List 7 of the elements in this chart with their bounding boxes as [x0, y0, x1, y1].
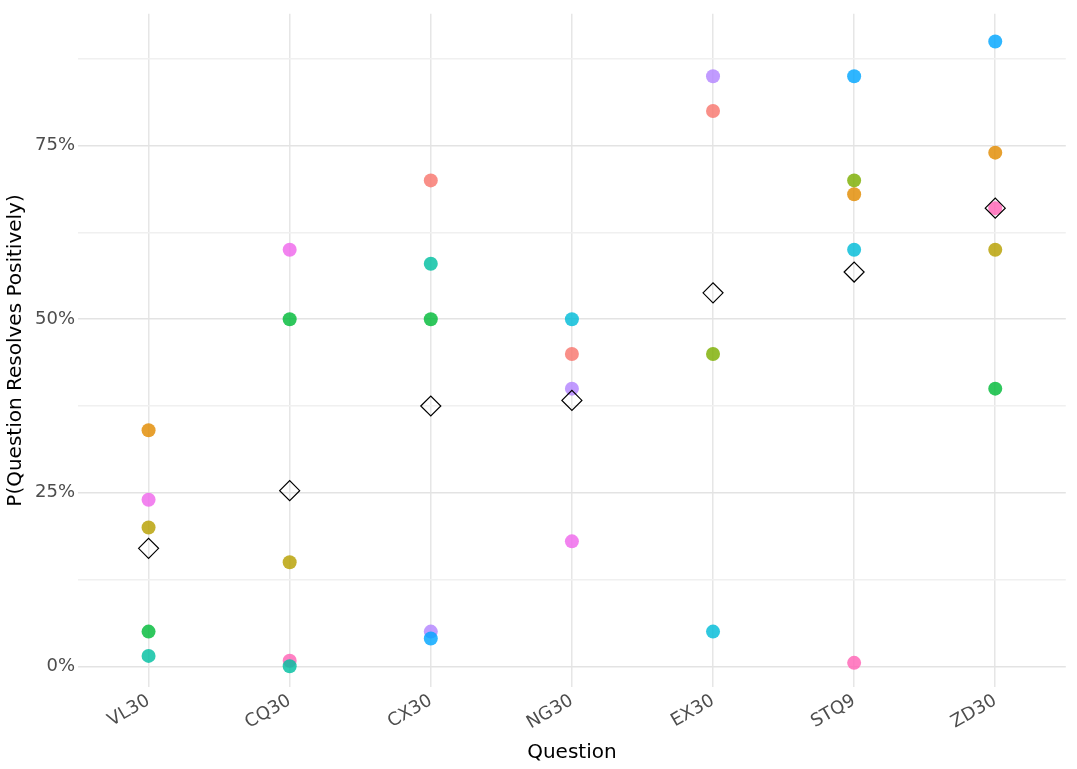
x-tick-label: VL30 [103, 688, 153, 730]
y-tick-label: 75% [34, 133, 76, 155]
y-tick-label: 0% [46, 653, 76, 675]
x-axis-title: Question [527, 739, 617, 764]
y-tick-label: 50% [34, 306, 76, 328]
y-tick-label: 25% [34, 480, 76, 502]
y-axis-title: P(Question Resolves Positively) [2, 194, 27, 507]
